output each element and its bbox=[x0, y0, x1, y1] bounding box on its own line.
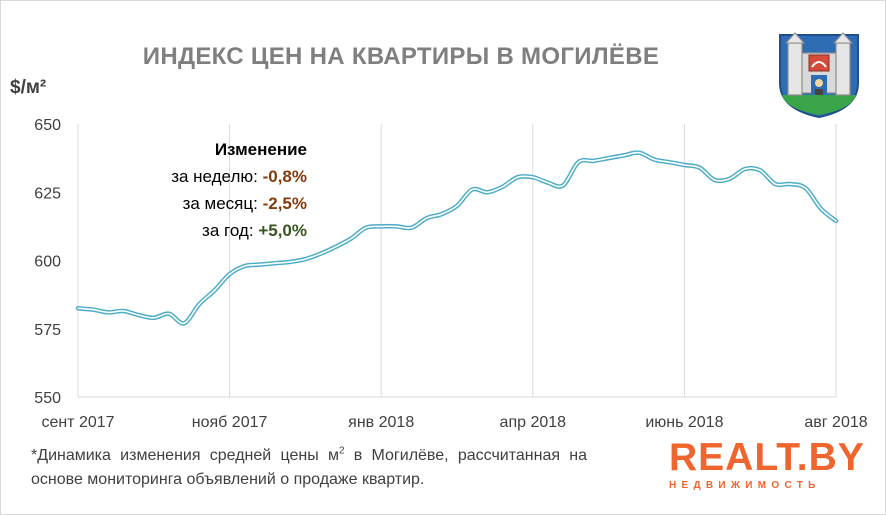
x-tick-label: июнь 2018 bbox=[645, 414, 723, 431]
y-axis-unit-label: $/м² bbox=[10, 77, 47, 98]
change-label: за год: bbox=[202, 221, 254, 240]
y-tick-label: 575 bbox=[34, 322, 61, 339]
x-tick-label: янв 2018 bbox=[348, 414, 414, 431]
change-row-week: за неделю: -0,8% bbox=[111, 163, 307, 190]
change-value: +5,0% bbox=[258, 221, 307, 240]
series-line-inner bbox=[77, 151, 837, 325]
footnote-superscript: 2 bbox=[338, 445, 345, 457]
x-tick-label: апр 2018 bbox=[500, 414, 567, 431]
x-tick-label: авг 2018 bbox=[804, 414, 867, 431]
footnote-text-start: *Динамика изменения средней цены м bbox=[31, 447, 339, 464]
change-row-month: за месяц: -2,5% bbox=[111, 190, 307, 217]
change-header: Изменение bbox=[214, 140, 307, 159]
x-tick-label: сент 2017 bbox=[41, 414, 114, 431]
change-value: -0,8% bbox=[262, 167, 307, 186]
coat-of-arms-icon bbox=[779, 32, 859, 119]
brand-logo: REALT.BY НЕДВИЖИМОСТЬ bbox=[669, 436, 865, 492]
chart-title: ИНДЕКС ЦЕН НА КВАРТИРЫ В МОГИЛЁВЕ bbox=[142, 43, 660, 70]
change-row-year: за год: +5,0% bbox=[111, 217, 307, 244]
footnote-text-end: в Могилёве, рассчитанная на основе монит… bbox=[31, 447, 588, 488]
footnote: *Динамика изменения средней цены м2 в Мо… bbox=[31, 444, 587, 492]
y-tick-label: 650 bbox=[34, 117, 61, 134]
brand-tagline: НЕДВИЖИМОСТЬ bbox=[669, 480, 821, 491]
y-tick-label: 625 bbox=[34, 185, 61, 202]
change-value: -2,5% bbox=[262, 194, 307, 213]
change-label: за месяц: bbox=[182, 194, 258, 213]
change-summary-box: Изменение за неделю: -0,8% за месяц: -2,… bbox=[111, 136, 307, 244]
brand-name: REALT.BY bbox=[669, 436, 865, 479]
y-tick-label: 550 bbox=[34, 390, 61, 407]
x-tick-label: нояб 2017 bbox=[192, 414, 268, 431]
change-label: за неделю: bbox=[171, 167, 258, 186]
y-tick-label: 600 bbox=[34, 254, 61, 271]
